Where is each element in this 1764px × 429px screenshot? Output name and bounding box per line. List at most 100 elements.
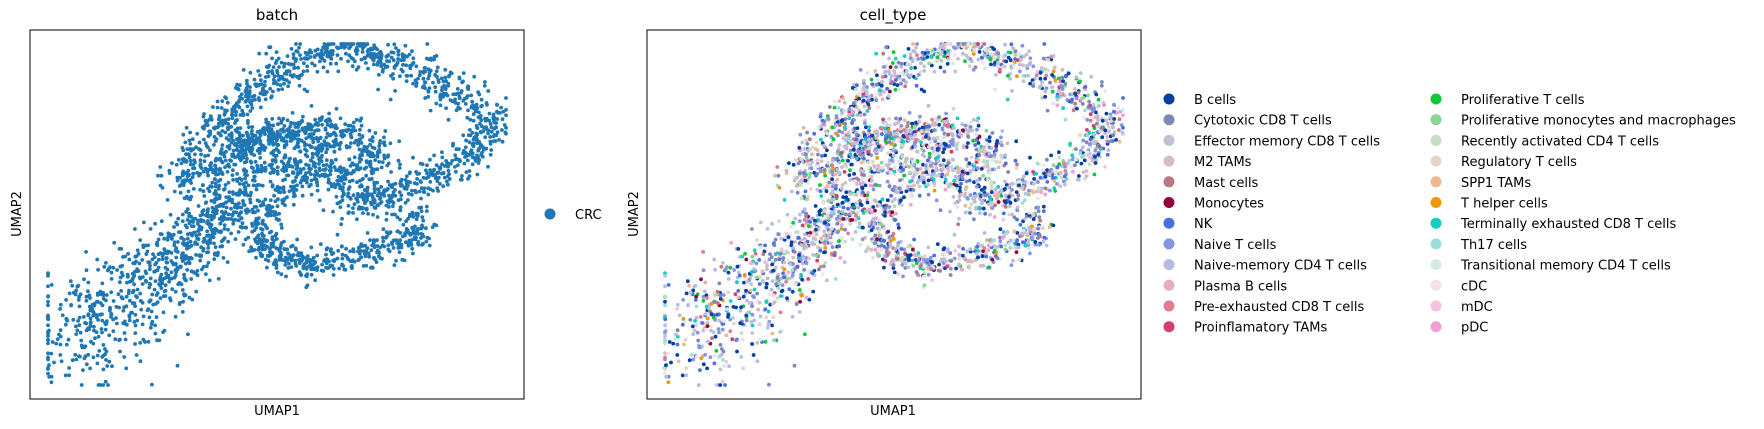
data-point [309, 127, 314, 132]
data-point [245, 104, 250, 109]
data-point [741, 294, 746, 299]
data-point [383, 143, 387, 148]
data-point [305, 64, 310, 69]
data-point [77, 304, 82, 309]
data-point [258, 73, 262, 78]
data-point [486, 131, 490, 136]
data-point [439, 76, 444, 81]
data-point [907, 257, 911, 262]
data-point [896, 159, 901, 164]
data-point [95, 291, 100, 296]
data-point [179, 235, 184, 240]
data-point [456, 157, 461, 162]
data-point [46, 355, 50, 360]
data-point [1103, 128, 1108, 133]
data-point [1021, 174, 1026, 179]
data-point [329, 57, 334, 61]
data-point [109, 290, 114, 295]
data-point [182, 157, 187, 161]
data-point [691, 332, 696, 336]
data-point [447, 177, 452, 181]
data-point [1031, 170, 1035, 174]
data-point [391, 201, 396, 205]
data-point [95, 353, 100, 358]
data-point [478, 114, 483, 118]
data-point [119, 295, 124, 300]
data-point [382, 244, 387, 249]
data-point [120, 273, 125, 278]
data-point [983, 66, 987, 71]
data-point [993, 87, 997, 92]
data-point [217, 114, 222, 118]
data-point [433, 89, 438, 94]
data-point [213, 158, 218, 163]
data-point [127, 288, 131, 293]
data-point [146, 339, 151, 344]
data-point [453, 165, 457, 169]
data-point [1117, 128, 1121, 132]
data-point [187, 138, 192, 143]
data-point [421, 76, 426, 81]
data-point [176, 158, 181, 162]
data-point [904, 261, 908, 266]
data-point [271, 149, 276, 154]
data-point [325, 123, 330, 127]
data-point [173, 268, 178, 272]
data-point [294, 175, 298, 180]
data-point [143, 269, 148, 274]
data-point [355, 199, 360, 204]
data-point [875, 156, 880, 160]
data-point [968, 193, 973, 198]
data-point [266, 259, 271, 263]
data-point [153, 262, 158, 267]
data-point [882, 265, 886, 270]
data-point [435, 65, 440, 70]
data-point [279, 74, 284, 79]
data-point [343, 253, 348, 258]
data-point [46, 367, 50, 371]
data-point [153, 323, 158, 328]
data-point [58, 328, 63, 333]
data-point [104, 358, 108, 362]
data-point [320, 115, 324, 120]
data-point [240, 221, 245, 226]
data-point [785, 212, 790, 217]
data-point [403, 200, 408, 205]
data-point [121, 321, 126, 325]
data-point [438, 97, 443, 102]
data-point [329, 124, 333, 129]
data-point [911, 175, 915, 180]
data-point [499, 105, 503, 110]
data-point [891, 50, 896, 54]
data-point [432, 153, 436, 158]
data-point [275, 270, 280, 275]
data-point [276, 56, 281, 61]
data-point [237, 201, 241, 206]
data-point [872, 198, 877, 203]
data-point [215, 105, 220, 110]
data-point [869, 77, 874, 82]
data-point [213, 210, 218, 215]
data-point [174, 162, 179, 167]
data-point [321, 65, 326, 70]
data-point [822, 264, 826, 269]
data-point [154, 302, 158, 306]
data-point [89, 339, 93, 344]
data-point [288, 124, 293, 129]
data-point [280, 87, 284, 91]
data-point [488, 135, 493, 139]
data-point [415, 228, 420, 233]
data-point [358, 127, 362, 132]
data-point [248, 109, 253, 113]
data-point [357, 138, 361, 143]
data-point [47, 363, 51, 367]
data-point [445, 179, 449, 184]
data-point [1051, 69, 1056, 74]
data-point [431, 80, 435, 85]
data-point [315, 188, 320, 193]
data-point [129, 310, 134, 315]
data-point [373, 158, 378, 163]
data-point [948, 251, 953, 256]
